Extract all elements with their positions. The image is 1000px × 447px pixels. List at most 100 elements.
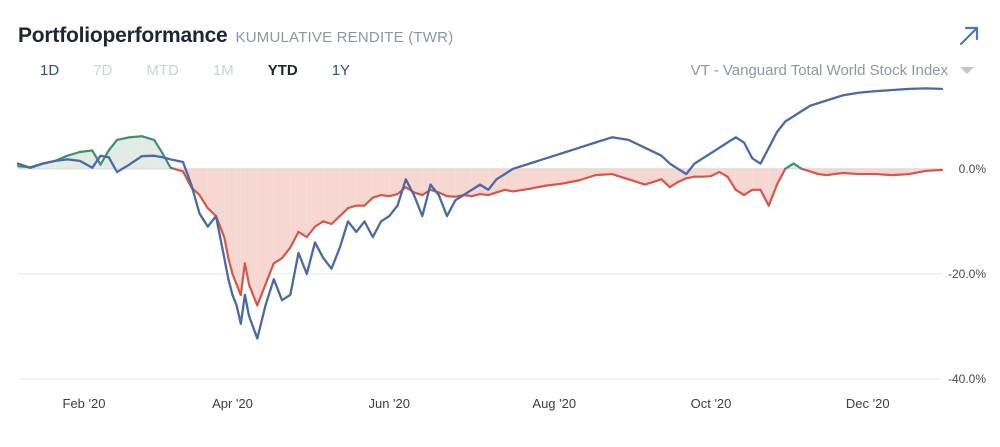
x-tick-label: Aug '20 [532,396,576,411]
benchmark-line-segment [759,188,770,207]
benchmark-line-segment [371,193,383,199]
benchmark-area-segment [306,168,315,238]
benchmark-area-segment [348,168,357,209]
benchmark-line-segment [330,215,341,226]
benchmark-line-segment [577,174,597,182]
benchmark-line-segment [115,136,131,142]
time-range-selector: 1D 7D MTD 1M YTD 1Y [40,62,384,79]
benchmark-area-segment [356,168,365,206]
benchmark-line-segment [792,162,803,170]
benchmark-area-segment [273,168,282,264]
benchmark-area-segment [282,168,291,259]
benchmark-area-segment [389,168,398,197]
benchmark-line-segment [503,188,515,193]
benchmark-line-segment [305,225,317,239]
x-tick-label: Apr '20 [212,396,253,411]
benchmark-line-segment [487,191,498,197]
benchmark-fill-group [18,136,942,306]
benchmark-line-segment [280,246,292,260]
benchmark-area-segment [752,168,761,190]
benchmark-line-segment [610,172,630,181]
range-mtd[interactable]: MTD [146,62,179,79]
x-tick-label: Dec '20 [846,396,890,411]
benchmark-line-segment [800,167,812,173]
benchmark-line-segment [817,172,828,177]
benchmark-line-segment [78,149,94,154]
benchmark-line-segment [437,191,449,198]
y-tick-label: -20.0% [948,267,986,281]
benchmark-area-segment [496,168,505,193]
benchmark-line-segment [808,170,820,176]
benchmark-area-segment [768,168,777,206]
benchmark-label: VT - Vanguard Total World Stock Index [690,62,948,79]
benchmark-line-segment [231,272,238,286]
benchmark-line-segment [338,207,350,218]
benchmark-line-segment [161,151,172,169]
benchmark-line-segment [643,178,663,186]
arrow-up-right-icon[interactable] [958,25,980,47]
benchmark-area-segment [694,168,703,177]
benchmark-area-segment [232,168,237,285]
benchmark-dropdown[interactable]: VT - Vanguard Total World Stock Index [691,62,974,79]
page-title: Portfolioperformance [18,24,228,47]
benchmark-line-segment [313,220,325,228]
benchmark-line-segment [528,184,548,190]
benchmark-line-segment [701,175,713,178]
benchmark-line-segment [825,172,836,177]
benchmark-line-segment [272,257,284,265]
benchmark-line-segment [264,262,275,286]
x-tick-label: Feb '20 [63,396,106,411]
benchmark-line-segment [594,172,614,177]
benchmark-area-segment [117,137,130,169]
benchmark-line-segment [153,138,164,155]
benchmark-area-segment [471,168,480,197]
benchmark-line-segment [206,207,218,218]
benchmark-line-segment [239,262,246,297]
x-tick-label: Jun '20 [368,396,410,411]
benchmark-area-segment [859,168,876,175]
range-1d[interactable]: 1D [40,62,60,79]
benchmark-line-segment [363,196,374,207]
benchmark-area-segment [447,168,456,197]
benchmark-line-segment [379,193,391,198]
benchmark-line-segment [445,195,457,198]
benchmark-area-segment [480,168,489,196]
benchmark-area-segment [661,168,670,188]
range-1m[interactable]: 1M [212,62,234,79]
benchmark-area-segment [735,168,744,196]
benchmark-area-segment [744,168,753,196]
benchmark-line-segment [544,182,564,187]
y-tick-label: -40.0% [948,372,986,386]
range-1y[interactable]: 1Y [331,62,351,79]
benchmark-line-segment [346,204,358,210]
benchmark-area-segment [315,168,324,227]
benchmark-line-segment [289,230,300,249]
benchmark-area-segment [579,168,596,181]
range-7d[interactable]: 7D [93,62,113,79]
benchmark-area-segment [257,168,266,306]
y-tick-label: 0.0% [959,162,987,176]
benchmark-line-segment [907,169,927,176]
benchmark-line-segment [726,175,737,191]
benchmark-line-segment [247,283,259,307]
benchmark-line-segment [297,230,308,239]
benchmark-line-segment [223,236,230,260]
benchmark-area-segment [405,168,414,193]
benchmark-area-segment [504,168,513,192]
benchmark-line-segment [66,150,81,157]
benchmark-line-segment [874,172,894,177]
benchmark-line-segment [709,170,721,178]
benchmark-area-segment [372,168,381,198]
benchmark-line-segment [775,167,787,186]
benchmark-area-segment [455,168,464,197]
benchmark-line-segment [227,257,234,276]
benchmark-area-segment [364,168,373,206]
benchmark-area-segment [414,168,423,196]
benchmark-area-segment [129,136,142,169]
benchmark-line-segment [412,191,424,197]
benchmark-line-segment [742,188,754,197]
benchmark-line-segment [718,170,729,178]
benchmark-line-segment [660,178,671,189]
range-ytd[interactable]: YTD [267,62,298,79]
benchmark-area-segment [760,168,769,206]
